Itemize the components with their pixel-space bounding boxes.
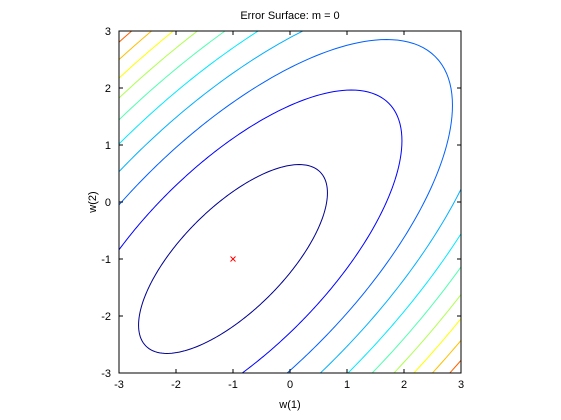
y-tick-label: 0 (105, 197, 111, 209)
y-axis-ticks: -3 -2 -1 0 1 2 3 (101, 26, 461, 380)
contour-line (138, 164, 328, 354)
minimum-marker-group (230, 256, 236, 262)
x-tick-label: 0 (287, 379, 293, 391)
contour-line (119, 89, 403, 373)
x-tick-label: 3 (458, 379, 464, 391)
x-axis-label: w(1) (278, 399, 300, 411)
y-axis-label: w(2) (87, 191, 99, 213)
plot-area (119, 31, 461, 373)
x-tick-label: 1 (344, 379, 350, 391)
y-tick-label: -2 (101, 311, 111, 323)
y-tick-label: 3 (105, 26, 111, 38)
minimum-marker (230, 256, 236, 262)
chart-title: Error Surface: m = 0 (240, 10, 339, 22)
y-tick-label: -3 (101, 368, 111, 380)
y-tick-label: 2 (105, 83, 111, 95)
x-tick-label: -1 (228, 379, 238, 391)
x-tick-label: -2 (171, 379, 181, 391)
y-tick-label: 1 (105, 140, 111, 152)
x-tick-label: 2 (401, 379, 407, 391)
y-tick-label: -1 (101, 254, 111, 266)
marker-stroke (230, 256, 236, 262)
contour-line (119, 39, 453, 373)
x-tick-label: -3 (114, 379, 124, 391)
x-axis-ticks: -3 -2 -1 0 1 2 3 (114, 31, 464, 391)
